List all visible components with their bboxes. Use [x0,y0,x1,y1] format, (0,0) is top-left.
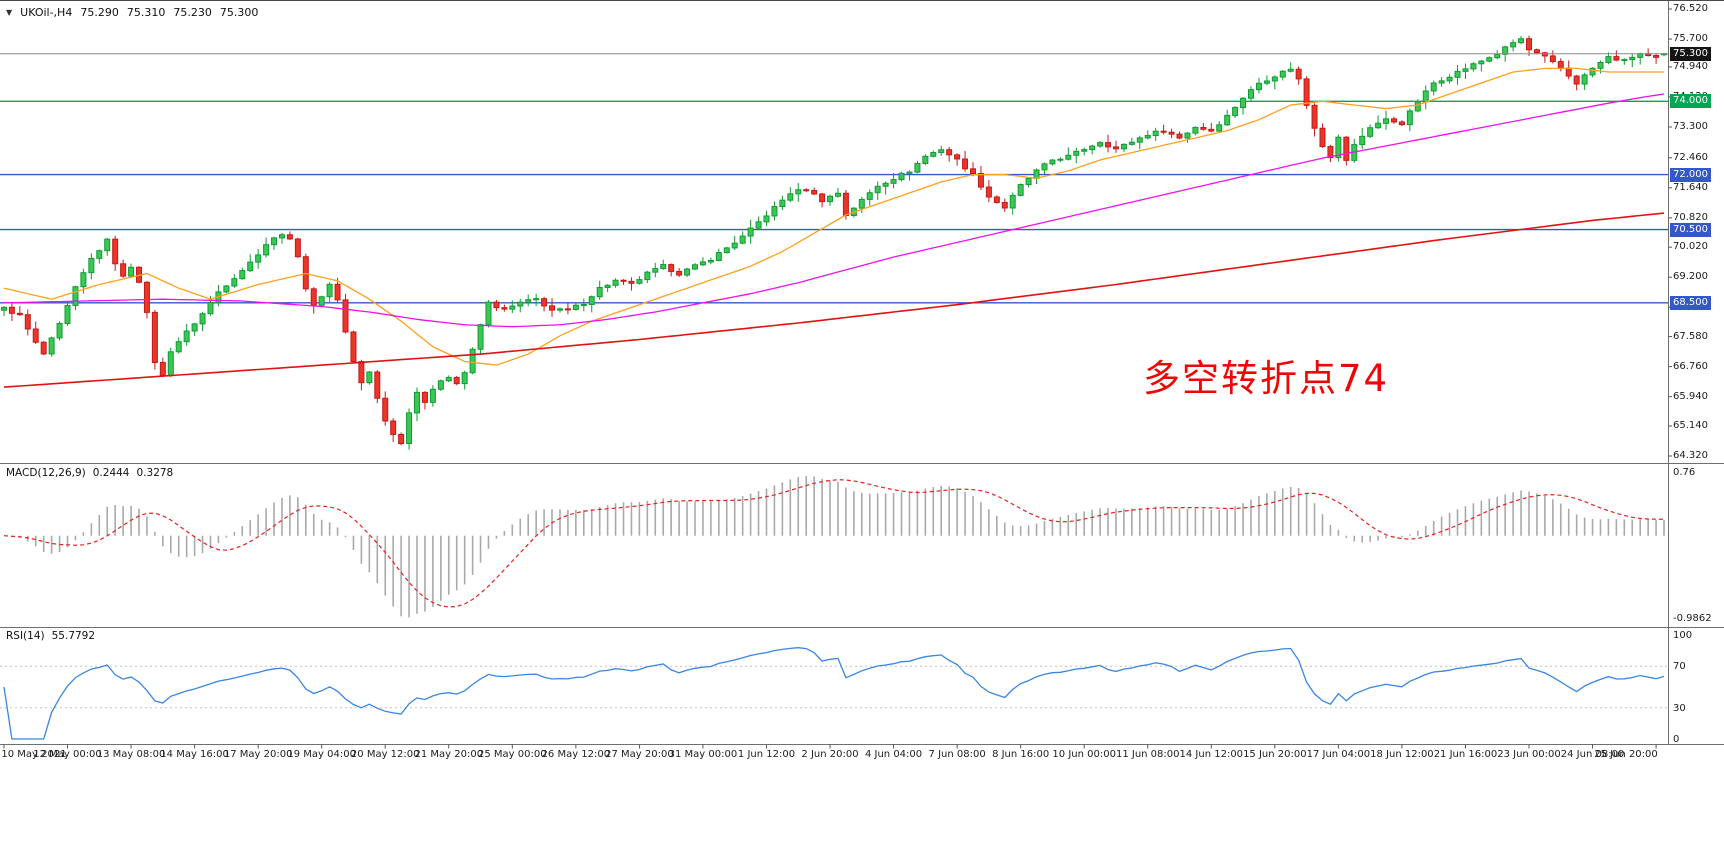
macd-axis-min-label: -0.9862 [1673,613,1712,624]
time-axis-label: 21 Jun 16:00 [1433,749,1498,760]
level-price-tag: 68.500 [1670,295,1711,310]
price-axis-label: 70.020 [1673,241,1708,253]
rsi-panel-area[interactable] [0,628,1668,743]
symbol-period-label: UKOil-,H4 [20,6,73,19]
time-axis-label: 8 Jun 16:00 [992,749,1050,760]
macd-value-signal: 0.3278 [136,467,174,479]
macd-signal-line [3,479,1665,608]
rsi-axis-label: 30 [1673,702,1686,714]
symbol-dropdown-icon[interactable]: ▼ [6,8,13,17]
macd-indicator-label: MACD(12,26,9) 0.2444 0.3278 [6,467,173,479]
time-axis-label: 18 Jun 12:00 [1370,749,1434,760]
chart-annotation-text: 多空转折点74 [1143,357,1390,400]
time-axis-label: 24 Jun 08:00 [1560,749,1625,760]
time-axis-label: 25 Jun 20:00 [1594,749,1658,760]
time-axis-label: 10 Jun 00:00 [1052,749,1116,760]
price-axis-label: 64.320 [1673,450,1708,461]
time-axis-label: 23 Jun 00:00 [1497,749,1561,760]
time-axis-label: 26 May 12:00 [541,749,611,760]
rsi-axis-label: 0 [1673,734,1680,745]
price-axis-label: 70.820 [1673,211,1708,223]
rsi-indicator-label: RSI(14) 55.7792 [6,630,95,642]
price-axis-label: 65.140 [1673,419,1708,431]
ohlc-low: 75.230 [173,6,212,19]
chart-header: ▼ UKOil-,H4 75.290 75.310 75.230 75.300 [6,6,258,19]
ma-fast-orange [3,67,1664,366]
macd-panel-area[interactable] [0,464,1668,626]
rsi-line [3,647,1665,740]
time-axis-label: 7 Jun 08:00 [928,749,986,760]
macd-histogram [11,475,1665,618]
time-axis-label: 20 May 12:00 [350,749,420,760]
time-axis-label: 13 May 08:00 [96,749,166,760]
panel-separators [0,1,1724,745]
ma-slow-red [3,212,1665,388]
time-axis-label: 15 Jun 20:00 [1243,749,1307,760]
time-axis-label: 31 May 00:00 [668,749,738,760]
price-axis-label: 72.460 [1673,151,1708,163]
time-axis-label: 14 Jun 12:00 [1179,749,1244,760]
price-axis-label: 65.940 [1673,390,1708,402]
level-price-tag: 74.000 [1670,94,1711,109]
rsi-level-lines [0,665,1668,709]
level-price-tag: 72.000 [1670,167,1711,182]
level-price-tag: 70.500 [1670,222,1711,237]
current-price-tag: 75.300 [1670,46,1711,61]
ohlc-close: 75.300 [219,6,259,19]
time-axis-label: 1 Jun 12:00 [737,749,796,760]
price-axis-label: 66.760 [1673,360,1708,372]
time-axis-label: 27 May 20:00 [605,749,674,760]
rsi-name: RSI(14) [6,630,45,642]
ma-mid-magenta [3,93,1665,328]
macd-value-main: 0.2444 [92,467,130,479]
scale-ticks [3,8,1672,749]
price-axis-label: 73.300 [1673,120,1708,132]
time-axis-label: 12 May 00:00 [33,749,102,760]
ohlc-high: 75.310 [126,6,166,19]
time-axis-label: 4 Jun 04:00 [864,749,923,760]
rsi-axis-label: 100 [1673,630,1693,641]
time-axis-label: 11 Jun 08:00 [1115,749,1180,760]
time-axis-label: 17 Jun 04:00 [1306,749,1371,760]
ohlc-open: 75.290 [80,6,119,19]
time-axis-label: 17 May 20:00 [223,749,293,760]
price-axis-label: 76.520 [1673,3,1708,14]
price-axis-label: 69.200 [1673,271,1708,283]
time-axis-label: 14 May 16:00 [160,749,229,760]
rsi-value: 55.7792 [51,630,96,642]
rsi-axis-label: 70 [1673,661,1686,673]
price-axis-label: 71.640 [1673,181,1708,193]
time-axis-label: 2 Jun 20:00 [801,749,859,760]
price-axis-label: 67.580 [1673,330,1708,342]
time-axis-label: 21 May 20:00 [414,749,484,760]
price-axis-label: 74.940 [1673,60,1708,72]
price-axis-label: 75.700 [1673,33,1708,45]
time-axis-label: 10 May 2021 [1,749,67,760]
time-axis-label: 25 May 00:00 [478,749,547,760]
time-axis-label: 19 May 04:00 [287,749,356,760]
candlestick-series [0,35,1668,450]
macd-axis-max-label: 0.76 [1673,467,1696,478]
macd-name: MACD(12,26,9) [6,467,86,479]
main-chart-plot-area[interactable] [0,1,1668,463]
